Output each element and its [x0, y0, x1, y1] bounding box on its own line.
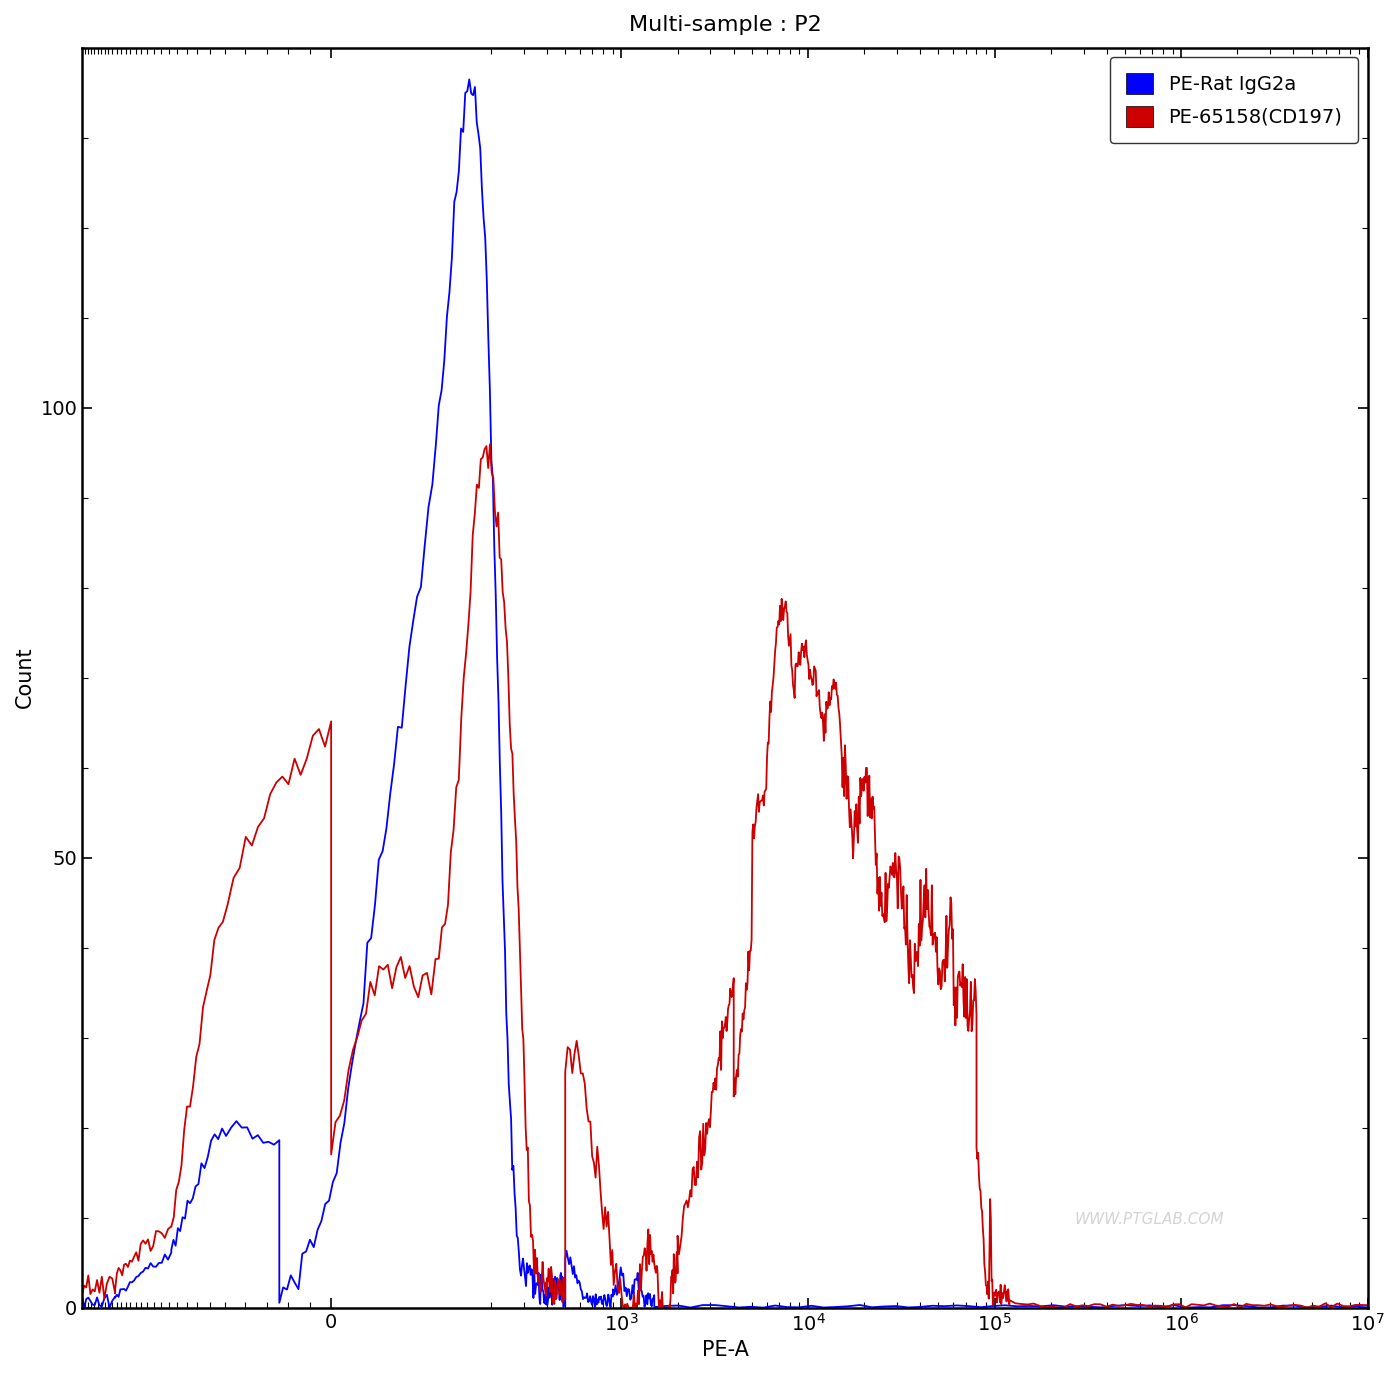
PE-Rat IgG2a	[74, 1288, 91, 1305]
PE-65158(CD197)	[662, 1290, 679, 1306]
Legend: PE-Rat IgG2a, PE-65158(CD197): PE-Rat IgG2a, PE-65158(CD197)	[1110, 58, 1358, 143]
PE-65158(CD197)	[790, 657, 806, 674]
PE-65158(CD197)	[837, 758, 854, 774]
X-axis label: PE-A: PE-A	[701, 1341, 749, 1360]
PE-Rat IgG2a	[641, 1286, 658, 1302]
PE-Rat IgG2a	[1177, 1299, 1194, 1316]
PE-65158(CD197)	[638, 1236, 655, 1253]
Line: PE-65158(CD197): PE-65158(CD197)	[83, 444, 1368, 1308]
PE-65158(CD197)	[482, 436, 498, 452]
PE-65158(CD197)	[150, 1222, 167, 1239]
PE-65158(CD197)	[1359, 1297, 1376, 1313]
Line: PE-Rat IgG2a: PE-Rat IgG2a	[83, 80, 1368, 1308]
Y-axis label: Count: Count	[15, 646, 35, 708]
PE-Rat IgG2a	[493, 803, 510, 820]
PE-Rat IgG2a	[461, 72, 477, 88]
Title: Multi-sample : P2: Multi-sample : P2	[629, 15, 822, 34]
PE-Rat IgG2a	[498, 1005, 515, 1022]
PE-65158(CD197)	[616, 1299, 633, 1316]
PE-65158(CD197)	[74, 1284, 91, 1301]
PE-Rat IgG2a	[1359, 1298, 1376, 1314]
PE-Rat IgG2a	[605, 1282, 622, 1298]
PE-Rat IgG2a	[244, 1130, 260, 1147]
PE-Rat IgG2a	[791, 1299, 808, 1316]
Text: WWW.PTGLAB.COM: WWW.PTGLAB.COM	[1074, 1211, 1224, 1226]
PE-65158(CD197)	[549, 1277, 566, 1294]
